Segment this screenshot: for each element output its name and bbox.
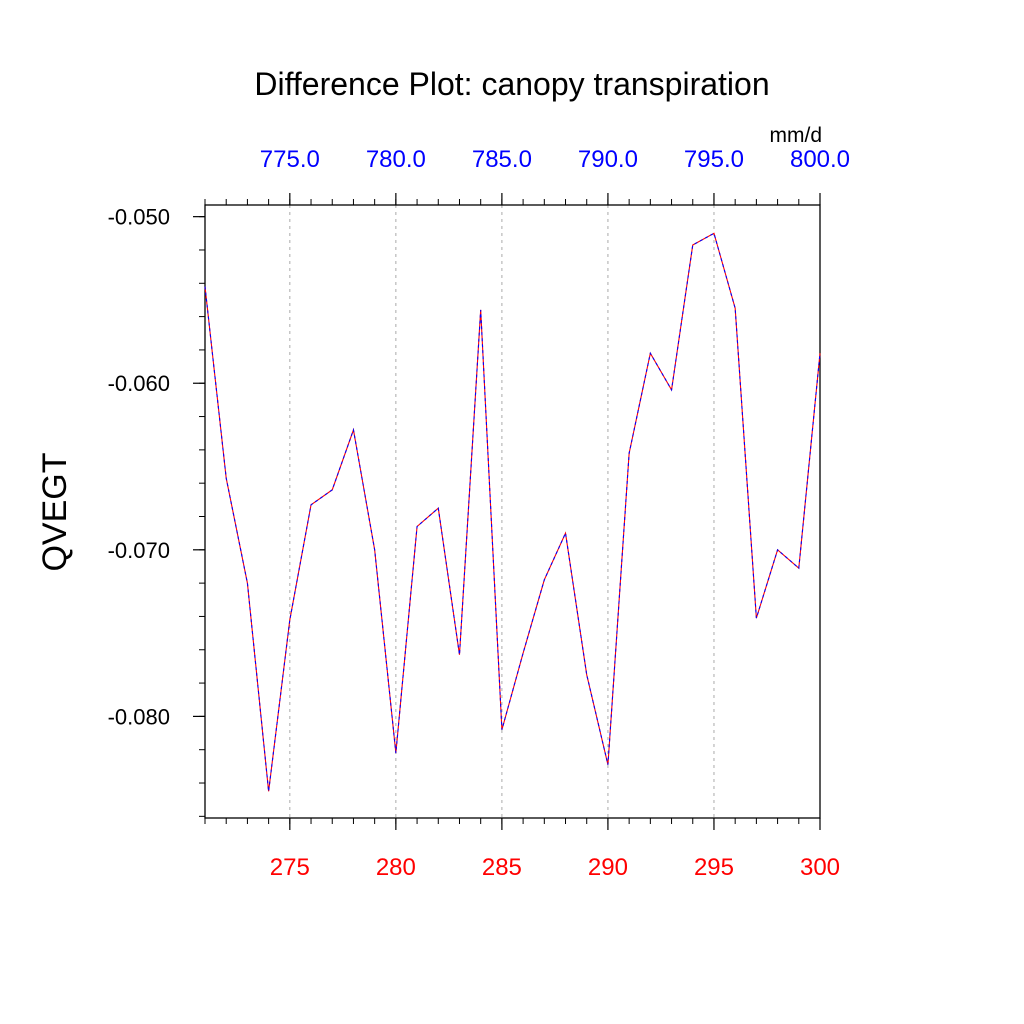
x-tick-label: 295: [694, 854, 734, 881]
x-top-tick-label: 800.0: [790, 146, 850, 173]
chart-title: Difference Plot: canopy transpiration: [254, 66, 769, 102]
x-top-tick-label: 795.0: [684, 146, 744, 173]
x-top-tick-label: 785.0: [472, 146, 532, 173]
x-top-tick-label: 780.0: [366, 146, 426, 173]
minor-ticks: [199, 199, 821, 824]
y-axis-label: QVEGT: [36, 452, 74, 571]
y-tick-label: -0.060: [108, 371, 170, 396]
x-tick-label: 300: [800, 854, 840, 881]
series-line: [204, 232, 821, 792]
y-tick-label: -0.050: [108, 205, 170, 230]
major-ticks: [193, 193, 821, 830]
tick-labels: 275 280 285 290 295 300 775.0 780.0 785.0 790.0 79…: [108, 146, 850, 881]
x-tick-label: 280: [376, 854, 416, 881]
y-tick-label: -0.070: [108, 538, 170, 563]
x-top-tick-label: 790.0: [578, 146, 638, 173]
x-tick-label: 275: [270, 854, 310, 881]
series-group: [204, 232, 821, 792]
x-top-tick-label: 775.0: [260, 146, 320, 173]
plot-frame: [204, 204, 821, 819]
x-tick-label: 285: [482, 854, 522, 881]
x-tick-label: 290: [588, 854, 628, 881]
units-label: mm/d: [770, 124, 823, 147]
series-line-overlay: [204, 232, 821, 792]
y-tick-label: -0.080: [108, 704, 170, 729]
